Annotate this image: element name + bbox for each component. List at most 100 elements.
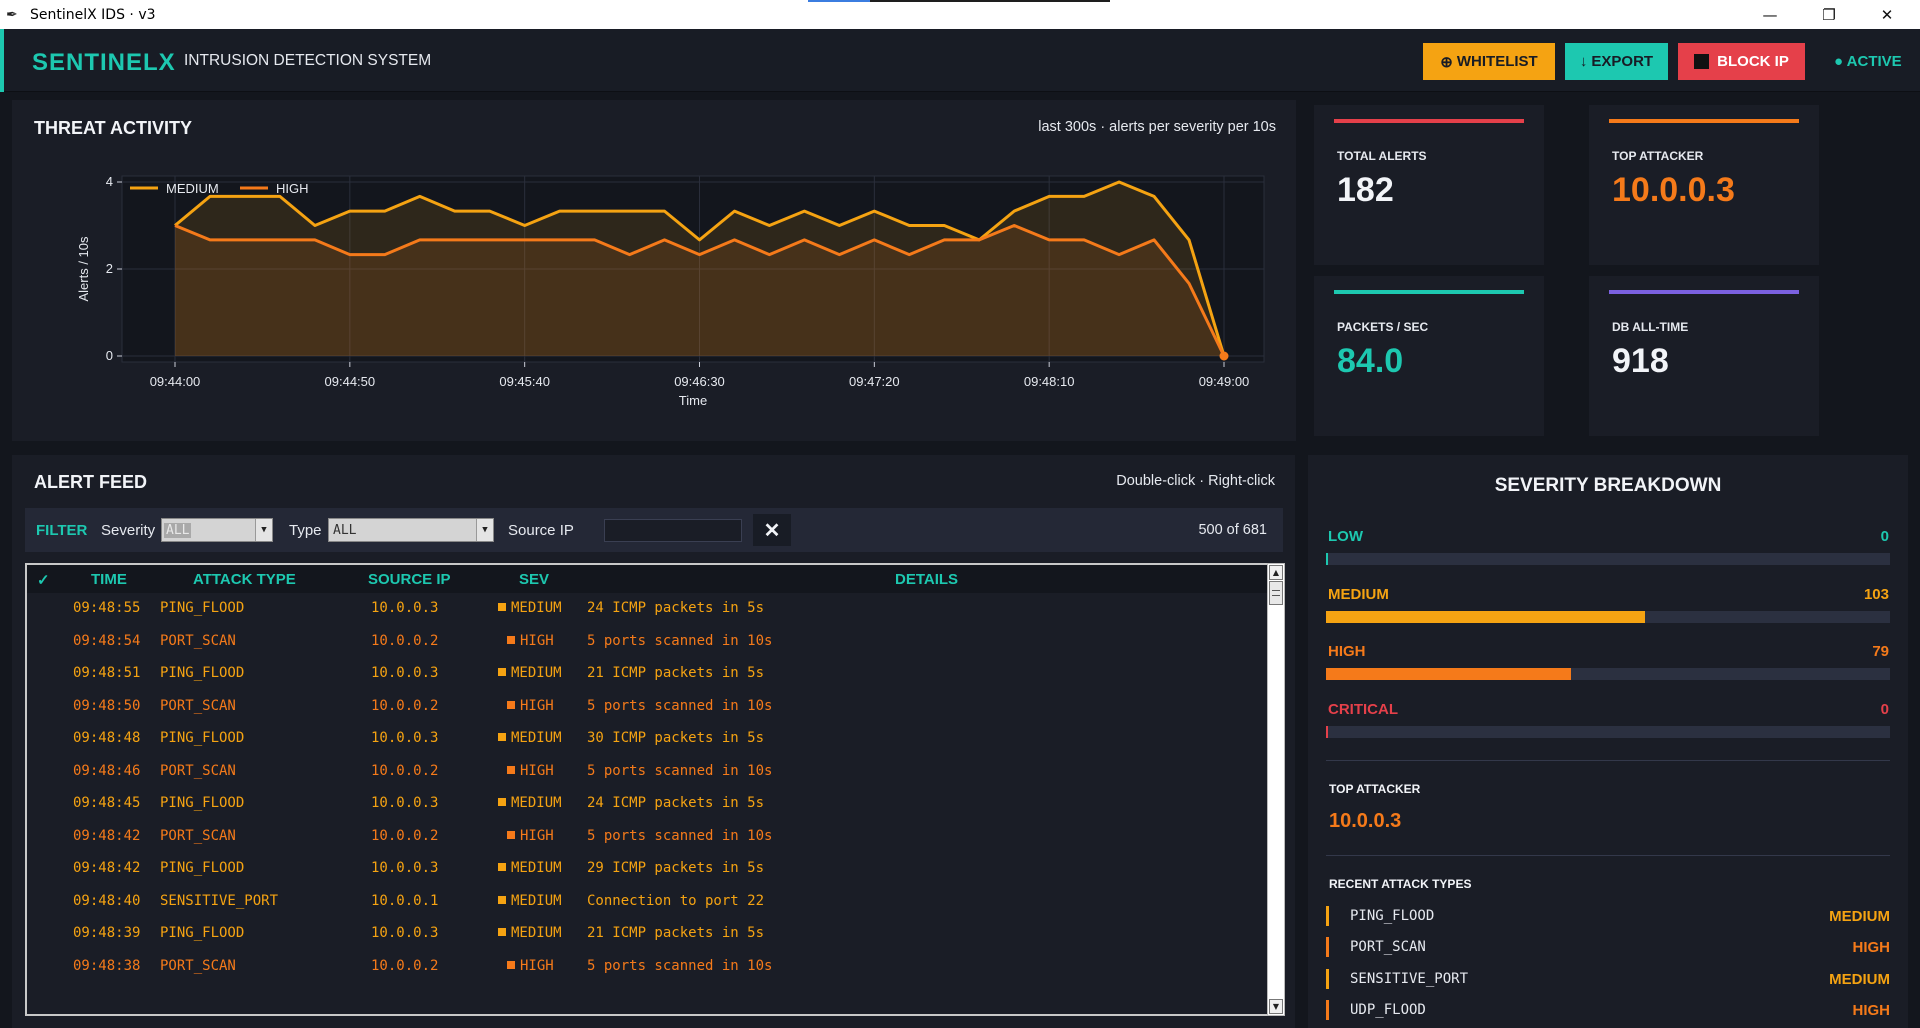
series-area-high xyxy=(175,225,1224,356)
cell-severity: MEDIUM xyxy=(498,795,562,811)
attack-type-name: UDP_FLOOD xyxy=(1350,1001,1426,1018)
scroll-up-icon[interactable]: ▲ xyxy=(1269,565,1283,580)
cell-attack-type: PING_FLOOD xyxy=(160,860,245,876)
cell-source-ip: 10.0.0.2 xyxy=(371,632,439,649)
cell-severity: HIGH xyxy=(507,828,554,844)
table-row[interactable]: 09:48:45 PING_FLOOD 10.0.0.3 24 ICMP packet… xyxy=(27,788,1267,820)
severity-text: MEDIUM xyxy=(511,860,562,876)
severity-stripe xyxy=(1326,906,1329,926)
column-header-check[interactable]: ✓ xyxy=(37,572,50,589)
severity-bar-fill-critical xyxy=(1326,725,1328,738)
cell-source-ip: 10.0.0.2 xyxy=(371,827,439,844)
threat-activity-chart: 0 2 4 09:44:00 09:44:50 09:45:40 09:46:30 09:47… xyxy=(76,174,1265,408)
result-count: 500 of 681 xyxy=(1198,522,1267,538)
scroll-down-icon[interactable]: ▼ xyxy=(1269,999,1283,1014)
column-header-source-ip[interactable]: SOURCE IP xyxy=(368,571,451,588)
cell-severity: MEDIUM xyxy=(498,730,562,746)
source-ip-input[interactable] xyxy=(604,519,742,542)
severity-square-icon xyxy=(498,668,506,676)
cell-attack-type: PORT_SCAN xyxy=(160,762,236,779)
table-row[interactable]: 09:48:42 PING_FLOOD 10.0.0.3 29 ICMP packet… xyxy=(27,853,1267,885)
table-row[interactable]: 09:48:50 PORT_SCAN 10.0.0.2 5 ports scanned… xyxy=(27,691,1267,723)
status-badge: ● ACTIVE xyxy=(1834,53,1902,70)
cell-time: 09:48:42 xyxy=(73,860,141,876)
list-item: UDP_FLOOD HIGH xyxy=(1326,998,1890,1022)
severity-bar-fill-high xyxy=(1326,668,1571,680)
chevron-down-icon[interactable]: ▼ xyxy=(255,519,272,541)
minimize-button[interactable]: — xyxy=(1747,0,1793,29)
whitelist-label: WHITELIST xyxy=(1456,53,1538,70)
table-row[interactable]: 09:48:40 SENSITIVE_PORT 10.0.0.1 Connection… xyxy=(27,886,1267,918)
table-row[interactable]: 09:48:46 PORT_SCAN 10.0.0.2 5 ports scanned… xyxy=(27,756,1267,788)
cell-time: 09:48:38 xyxy=(73,957,141,974)
cell-time: 09:48:55 xyxy=(73,600,141,616)
table-scrollbar[interactable]: ▲ ▼ xyxy=(1267,563,1285,1016)
severity-filter-value: ALL xyxy=(164,522,192,538)
stat-label: TOTAL ALERTS xyxy=(1337,149,1427,163)
cell-source-ip: 10.0.0.3 xyxy=(371,665,439,681)
stat-card-total-alerts: TOTAL ALERTS 182 xyxy=(1314,105,1544,265)
table-row[interactable]: 09:48:54 PORT_SCAN 10.0.0.2 5 ports scanned… xyxy=(27,626,1267,658)
table-row[interactable]: 09:48:38 PORT_SCAN 10.0.0.2 5 ports scanned… xyxy=(27,951,1267,983)
cell-details: 5 ports scanned in 10s xyxy=(587,957,773,974)
block-ip-button[interactable]: BLOCK IP xyxy=(1678,43,1805,80)
table-row[interactable]: 09:48:51 PING_FLOOD 10.0.0.3 21 ICMP packet… xyxy=(27,658,1267,690)
table-row[interactable]: 09:48:39 PING_FLOOD 10.0.0.3 21 ICMP packet… xyxy=(27,918,1267,950)
cell-time: 09:48:39 xyxy=(73,925,141,941)
divider xyxy=(1326,855,1890,856)
table-row[interactable]: 09:48:55 PING_FLOOD 10.0.0.3 24 ICMP packet… xyxy=(27,593,1267,625)
alert-table[interactable]: ✓ TIME ATTACK TYPE SOURCE IP SEV DETAILS… xyxy=(25,563,1269,1016)
feather-icon: ✒ xyxy=(6,6,18,23)
window-titlebar: ✒ SentinelX IDS · v3 — ❐ ✕ xyxy=(0,0,1920,29)
severity-text: HIGH xyxy=(520,762,554,779)
severity-filter-select[interactable]: ALL ▼ xyxy=(161,518,273,542)
card-accent-bar xyxy=(1609,290,1799,294)
table-row[interactable]: 09:48:42 PORT_SCAN 10.0.0.2 5 ports scanned… xyxy=(27,821,1267,853)
close-window-button[interactable]: ✕ xyxy=(1864,0,1910,29)
x-axis-label: Time xyxy=(679,393,707,408)
severity-text: MEDIUM xyxy=(511,665,562,681)
cell-details: Connection to port 22 xyxy=(587,892,765,909)
severity-square-icon xyxy=(507,635,515,644)
scroll-thumb[interactable] xyxy=(1269,581,1283,605)
column-header-sev[interactable]: SEV xyxy=(519,571,550,588)
cell-details: 5 ports scanned in 10s xyxy=(587,697,773,714)
column-header-attack-type[interactable]: ATTACK TYPE xyxy=(193,571,296,588)
table-row[interactable]: 09:48:48 PING_FLOOD 10.0.0.3 30 ICMP packet… xyxy=(27,723,1267,755)
close-icon: ✕ xyxy=(763,519,781,542)
column-header-details[interactable]: DETAILS xyxy=(895,571,959,588)
severity-label-critical: CRITICAL xyxy=(1328,700,1398,718)
cell-details: 21 ICMP packets in 5s xyxy=(587,925,765,941)
cell-attack-type: SENSITIVE_PORT xyxy=(160,892,279,909)
export-button[interactable]: ↓ EXPORT xyxy=(1565,43,1668,80)
cell-time: 09:48:51 xyxy=(73,665,141,681)
type-filter-select[interactable]: ALL ▼ xyxy=(328,518,494,542)
y-tick-label: 4 xyxy=(106,174,113,189)
cell-details: 5 ports scanned in 10s xyxy=(587,632,773,649)
alert-feed-title: ALERT FEED xyxy=(34,472,148,492)
x-tick-label: 09:48:10 xyxy=(1024,374,1075,389)
y-tick-label: 0 xyxy=(106,348,113,363)
cell-attack-type: PING_FLOOD xyxy=(160,665,245,681)
chevron-down-icon[interactable]: ▼ xyxy=(476,519,493,541)
cell-source-ip: 10.0.0.1 xyxy=(371,892,439,909)
whitelist-button[interactable]: ⊕ WHITELIST xyxy=(1423,43,1555,80)
recent-attack-types-label: RECENT ATTACK TYPES xyxy=(1329,877,1472,891)
legend-entry-high: HIGH xyxy=(276,181,309,196)
severity-bar-track xyxy=(1326,610,1890,623)
threat-activity-note: last 300s · alerts per severity per 10s xyxy=(1038,119,1276,135)
severity-square-icon xyxy=(498,928,506,936)
cell-attack-type: PING_FLOOD xyxy=(160,925,245,941)
severity-count-medium: 103 xyxy=(1863,585,1889,603)
cell-time: 09:48:54 xyxy=(73,632,141,649)
severity-square-icon xyxy=(498,895,506,904)
stat-value: 182 xyxy=(1337,171,1394,209)
clear-filter-button[interactable]: ✕ xyxy=(753,514,791,546)
brand-logo: SENTINELX xyxy=(32,49,176,76)
x-tick-label: 09:47:20 xyxy=(849,374,900,389)
restore-button[interactable]: ❐ xyxy=(1806,0,1852,29)
column-header-time[interactable]: TIME xyxy=(91,571,127,588)
severity-square-icon xyxy=(498,798,506,806)
series-area-medium xyxy=(175,182,1224,356)
stat-label: PACKETS / SEC xyxy=(1337,320,1429,334)
